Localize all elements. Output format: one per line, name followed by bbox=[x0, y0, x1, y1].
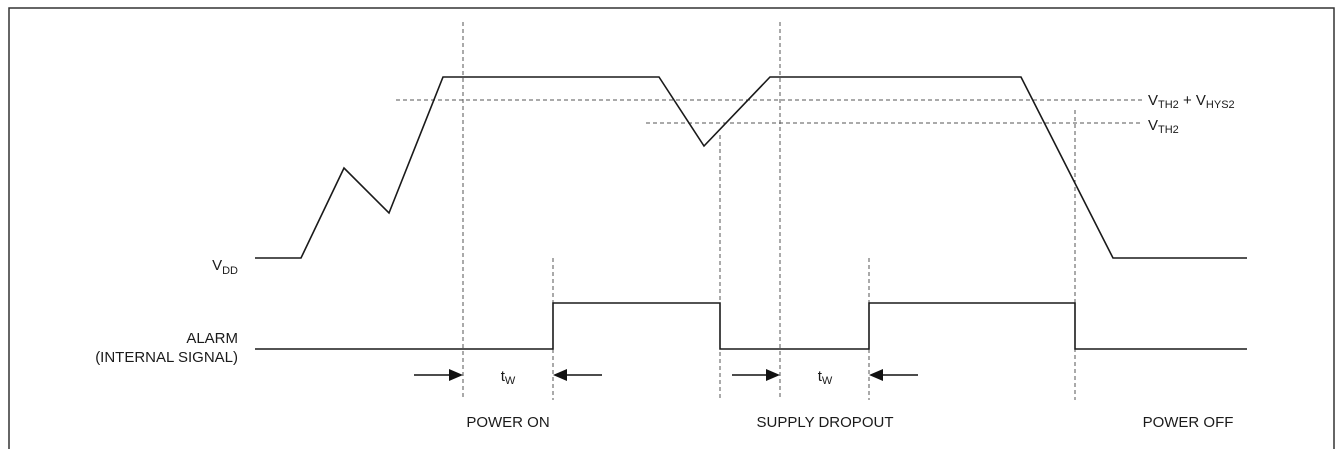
tw-arrowhead-left-1 bbox=[449, 369, 463, 381]
alarm-label-line1: ALARM bbox=[186, 330, 238, 347]
tw-label-2: tW bbox=[818, 368, 833, 387]
event-label-supply-dropout: SUPPLY DROPOUT bbox=[757, 414, 894, 431]
alarm-waveform bbox=[255, 302, 1247, 350]
threshold-label-upper: VTH2 + VHYS2 bbox=[1148, 92, 1235, 111]
vdd-waveform bbox=[255, 76, 1247, 259]
tw-label-1: tW bbox=[501, 368, 516, 387]
alarm-label-line2: (INTERNAL SIGNAL) bbox=[95, 349, 238, 366]
tw-arrowhead-right-2 bbox=[869, 369, 883, 381]
event-label-power-off: POWER OFF bbox=[1143, 414, 1234, 431]
event-label-power-on: POWER ON bbox=[466, 414, 549, 431]
diagram-frame bbox=[8, 7, 1335, 449]
tw-arrowhead-left-2 bbox=[766, 369, 780, 381]
threshold-label-lower: VTH2 bbox=[1148, 117, 1179, 136]
tw-arrowhead-right-1 bbox=[553, 369, 567, 381]
vdd-label: VDD bbox=[212, 257, 238, 277]
